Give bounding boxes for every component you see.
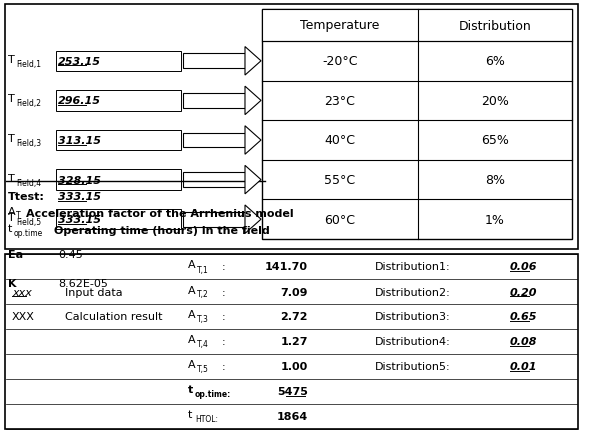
Text: op.time: op.time xyxy=(14,228,43,237)
Text: :: : xyxy=(222,362,226,372)
Bar xyxy=(5,5,578,250)
Text: Distribution2:: Distribution2: xyxy=(375,287,451,297)
Text: 141.70: 141.70 xyxy=(265,262,308,272)
Text: 8%: 8% xyxy=(485,174,505,187)
Text: T: T xyxy=(8,213,15,223)
Bar xyxy=(56,51,181,72)
Text: 1864: 1864 xyxy=(276,411,308,421)
Text: 0.65: 0.65 xyxy=(510,312,538,322)
Text: :: : xyxy=(222,262,226,272)
Text: 333.15: 333.15 xyxy=(58,215,101,225)
Text: Field,5: Field,5 xyxy=(16,218,41,227)
Text: Ttest:: Ttest: xyxy=(8,191,45,201)
Text: T: T xyxy=(8,134,15,144)
Text: K: K xyxy=(8,278,17,288)
Bar xyxy=(183,212,245,227)
Text: A: A xyxy=(188,360,195,370)
Text: Field,4: Field,4 xyxy=(16,178,41,187)
Polygon shape xyxy=(245,47,261,76)
Text: HTOL:: HTOL: xyxy=(195,414,218,424)
Text: 7.09: 7.09 xyxy=(281,287,308,297)
Bar xyxy=(56,130,181,151)
Text: A: A xyxy=(188,260,195,270)
Text: 296.15: 296.15 xyxy=(58,96,101,106)
Text: t: t xyxy=(188,385,193,395)
Text: 23°C: 23°C xyxy=(324,95,355,108)
Text: 1%: 1% xyxy=(485,213,505,226)
Text: T,2: T,2 xyxy=(197,290,209,299)
Text: 0.20: 0.20 xyxy=(510,287,538,297)
Text: 60°C: 60°C xyxy=(324,213,356,226)
Polygon shape xyxy=(245,126,261,155)
Text: T,3: T,3 xyxy=(197,315,209,324)
Text: T,5: T,5 xyxy=(197,365,209,374)
Polygon shape xyxy=(245,87,261,115)
Bar xyxy=(183,133,245,148)
Bar xyxy=(183,173,245,187)
Text: A: A xyxy=(188,310,195,320)
Text: Calculation result: Calculation result xyxy=(65,312,162,322)
Text: Distribution4:: Distribution4: xyxy=(375,337,451,347)
Bar xyxy=(56,170,181,191)
Bar xyxy=(262,10,572,42)
Text: A: A xyxy=(188,335,195,345)
Text: 0.06: 0.06 xyxy=(510,262,538,272)
Text: :: : xyxy=(222,287,226,297)
Text: 40°C: 40°C xyxy=(324,134,356,147)
Text: Operating time (hours) in the field: Operating time (hours) in the field xyxy=(54,226,270,236)
Text: t: t xyxy=(188,410,192,420)
Bar xyxy=(262,10,572,240)
Polygon shape xyxy=(245,166,261,194)
Text: 8.62E-05: 8.62E-05 xyxy=(58,278,108,288)
Text: T: T xyxy=(8,173,15,183)
Text: Distribution5:: Distribution5: xyxy=(375,362,451,372)
Text: :: : xyxy=(222,337,226,347)
Bar xyxy=(183,94,245,108)
Text: t: t xyxy=(8,224,12,233)
Text: 313.15: 313.15 xyxy=(58,136,101,146)
Text: xxx: xxx xyxy=(12,287,32,297)
Text: T: T xyxy=(8,55,15,65)
Text: 55°C: 55°C xyxy=(324,174,356,187)
Text: XXX: XXX xyxy=(12,312,35,322)
Text: 2.72: 2.72 xyxy=(281,312,308,322)
Text: Acceleration factor of the Arrhenius model: Acceleration factor of the Arrhenius mod… xyxy=(26,208,294,218)
Text: :: : xyxy=(222,312,226,322)
Text: Distribution: Distribution xyxy=(459,20,532,33)
Bar xyxy=(183,54,245,69)
Text: 328.15: 328.15 xyxy=(58,175,101,185)
Text: op.time:: op.time: xyxy=(195,390,231,398)
Text: T: T xyxy=(16,211,21,220)
Text: 65%: 65% xyxy=(481,134,509,147)
Text: 0.08: 0.08 xyxy=(510,337,538,347)
Text: 1.27: 1.27 xyxy=(281,337,308,347)
Text: Input data: Input data xyxy=(65,287,123,297)
Text: T,4: T,4 xyxy=(197,340,209,349)
Text: T: T xyxy=(8,94,15,104)
Bar xyxy=(56,210,181,230)
Text: Temperature: Temperature xyxy=(300,20,379,33)
Polygon shape xyxy=(245,205,261,234)
Text: Field,3: Field,3 xyxy=(16,139,41,148)
Text: 253.15: 253.15 xyxy=(58,57,101,67)
Bar xyxy=(5,254,578,429)
Text: Ea: Ea xyxy=(8,250,23,260)
Text: 6%: 6% xyxy=(485,55,505,68)
Text: Field,2: Field,2 xyxy=(16,99,41,108)
Text: Distribution3:: Distribution3: xyxy=(375,312,451,322)
Text: 0.01: 0.01 xyxy=(510,362,538,372)
Text: T,1: T,1 xyxy=(197,265,209,274)
Text: 333.15: 333.15 xyxy=(58,191,101,201)
Text: -20°C: -20°C xyxy=(322,55,358,68)
Text: A: A xyxy=(188,285,195,295)
Text: 20%: 20% xyxy=(481,95,509,108)
Text: A: A xyxy=(8,207,15,217)
Text: Distribution1:: Distribution1: xyxy=(375,262,451,272)
Text: 1.00: 1.00 xyxy=(281,362,308,372)
Text: 0.45: 0.45 xyxy=(58,250,83,260)
Text: Field,1: Field,1 xyxy=(16,59,41,69)
Bar xyxy=(56,91,181,112)
Text: 5475: 5475 xyxy=(277,387,308,397)
